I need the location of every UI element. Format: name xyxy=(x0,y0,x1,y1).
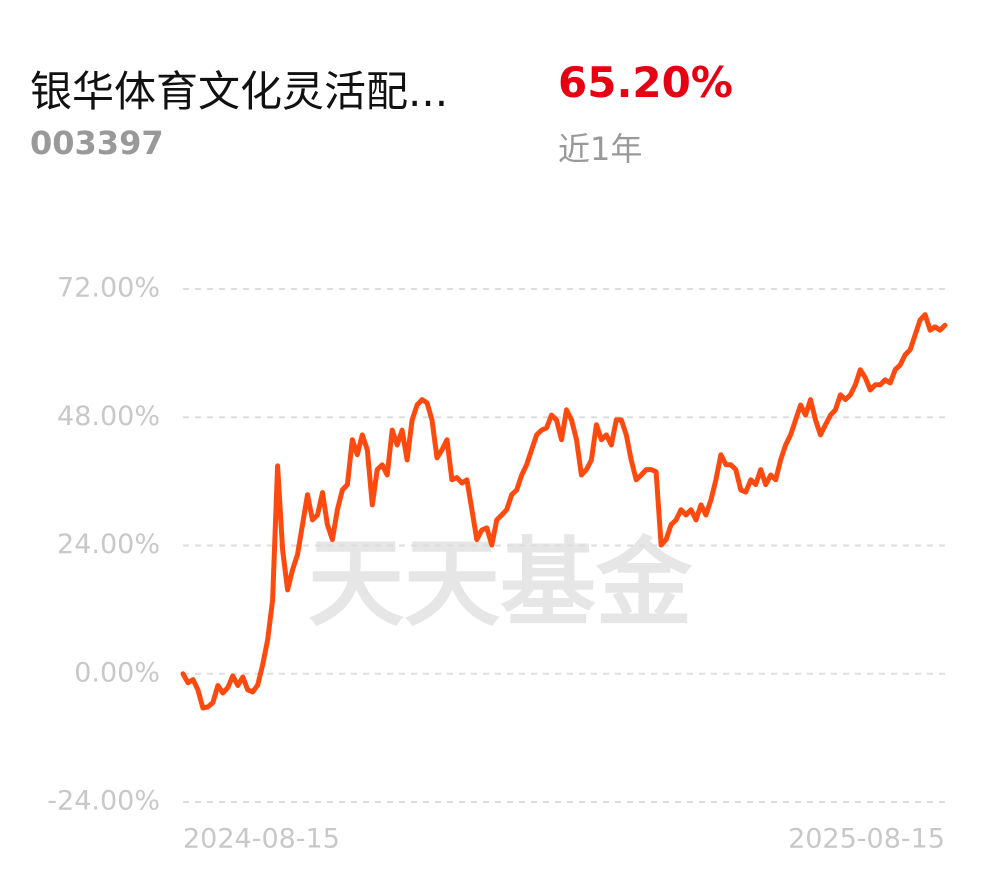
period: 近1年 xyxy=(558,130,643,168)
y-tick-label: 24.00% xyxy=(57,529,160,560)
y-tick-label: 48.00% xyxy=(57,401,160,432)
fund-name: 银华体育文化灵活配... xyxy=(30,67,449,116)
y-tick-label: 0.00% xyxy=(74,657,160,688)
fund-return: 65.20% xyxy=(558,58,733,107)
x-tick-label: 2024-08-15 xyxy=(183,824,340,855)
price-line xyxy=(180,312,948,711)
x-tick-label: 2025-08-15 xyxy=(788,824,945,855)
y-tick-label: 72.00% xyxy=(57,273,160,304)
watermark: 天天基金 xyxy=(308,527,693,639)
fund-code: 003397 xyxy=(30,124,164,162)
y-tick-label: -24.00% xyxy=(47,786,160,817)
